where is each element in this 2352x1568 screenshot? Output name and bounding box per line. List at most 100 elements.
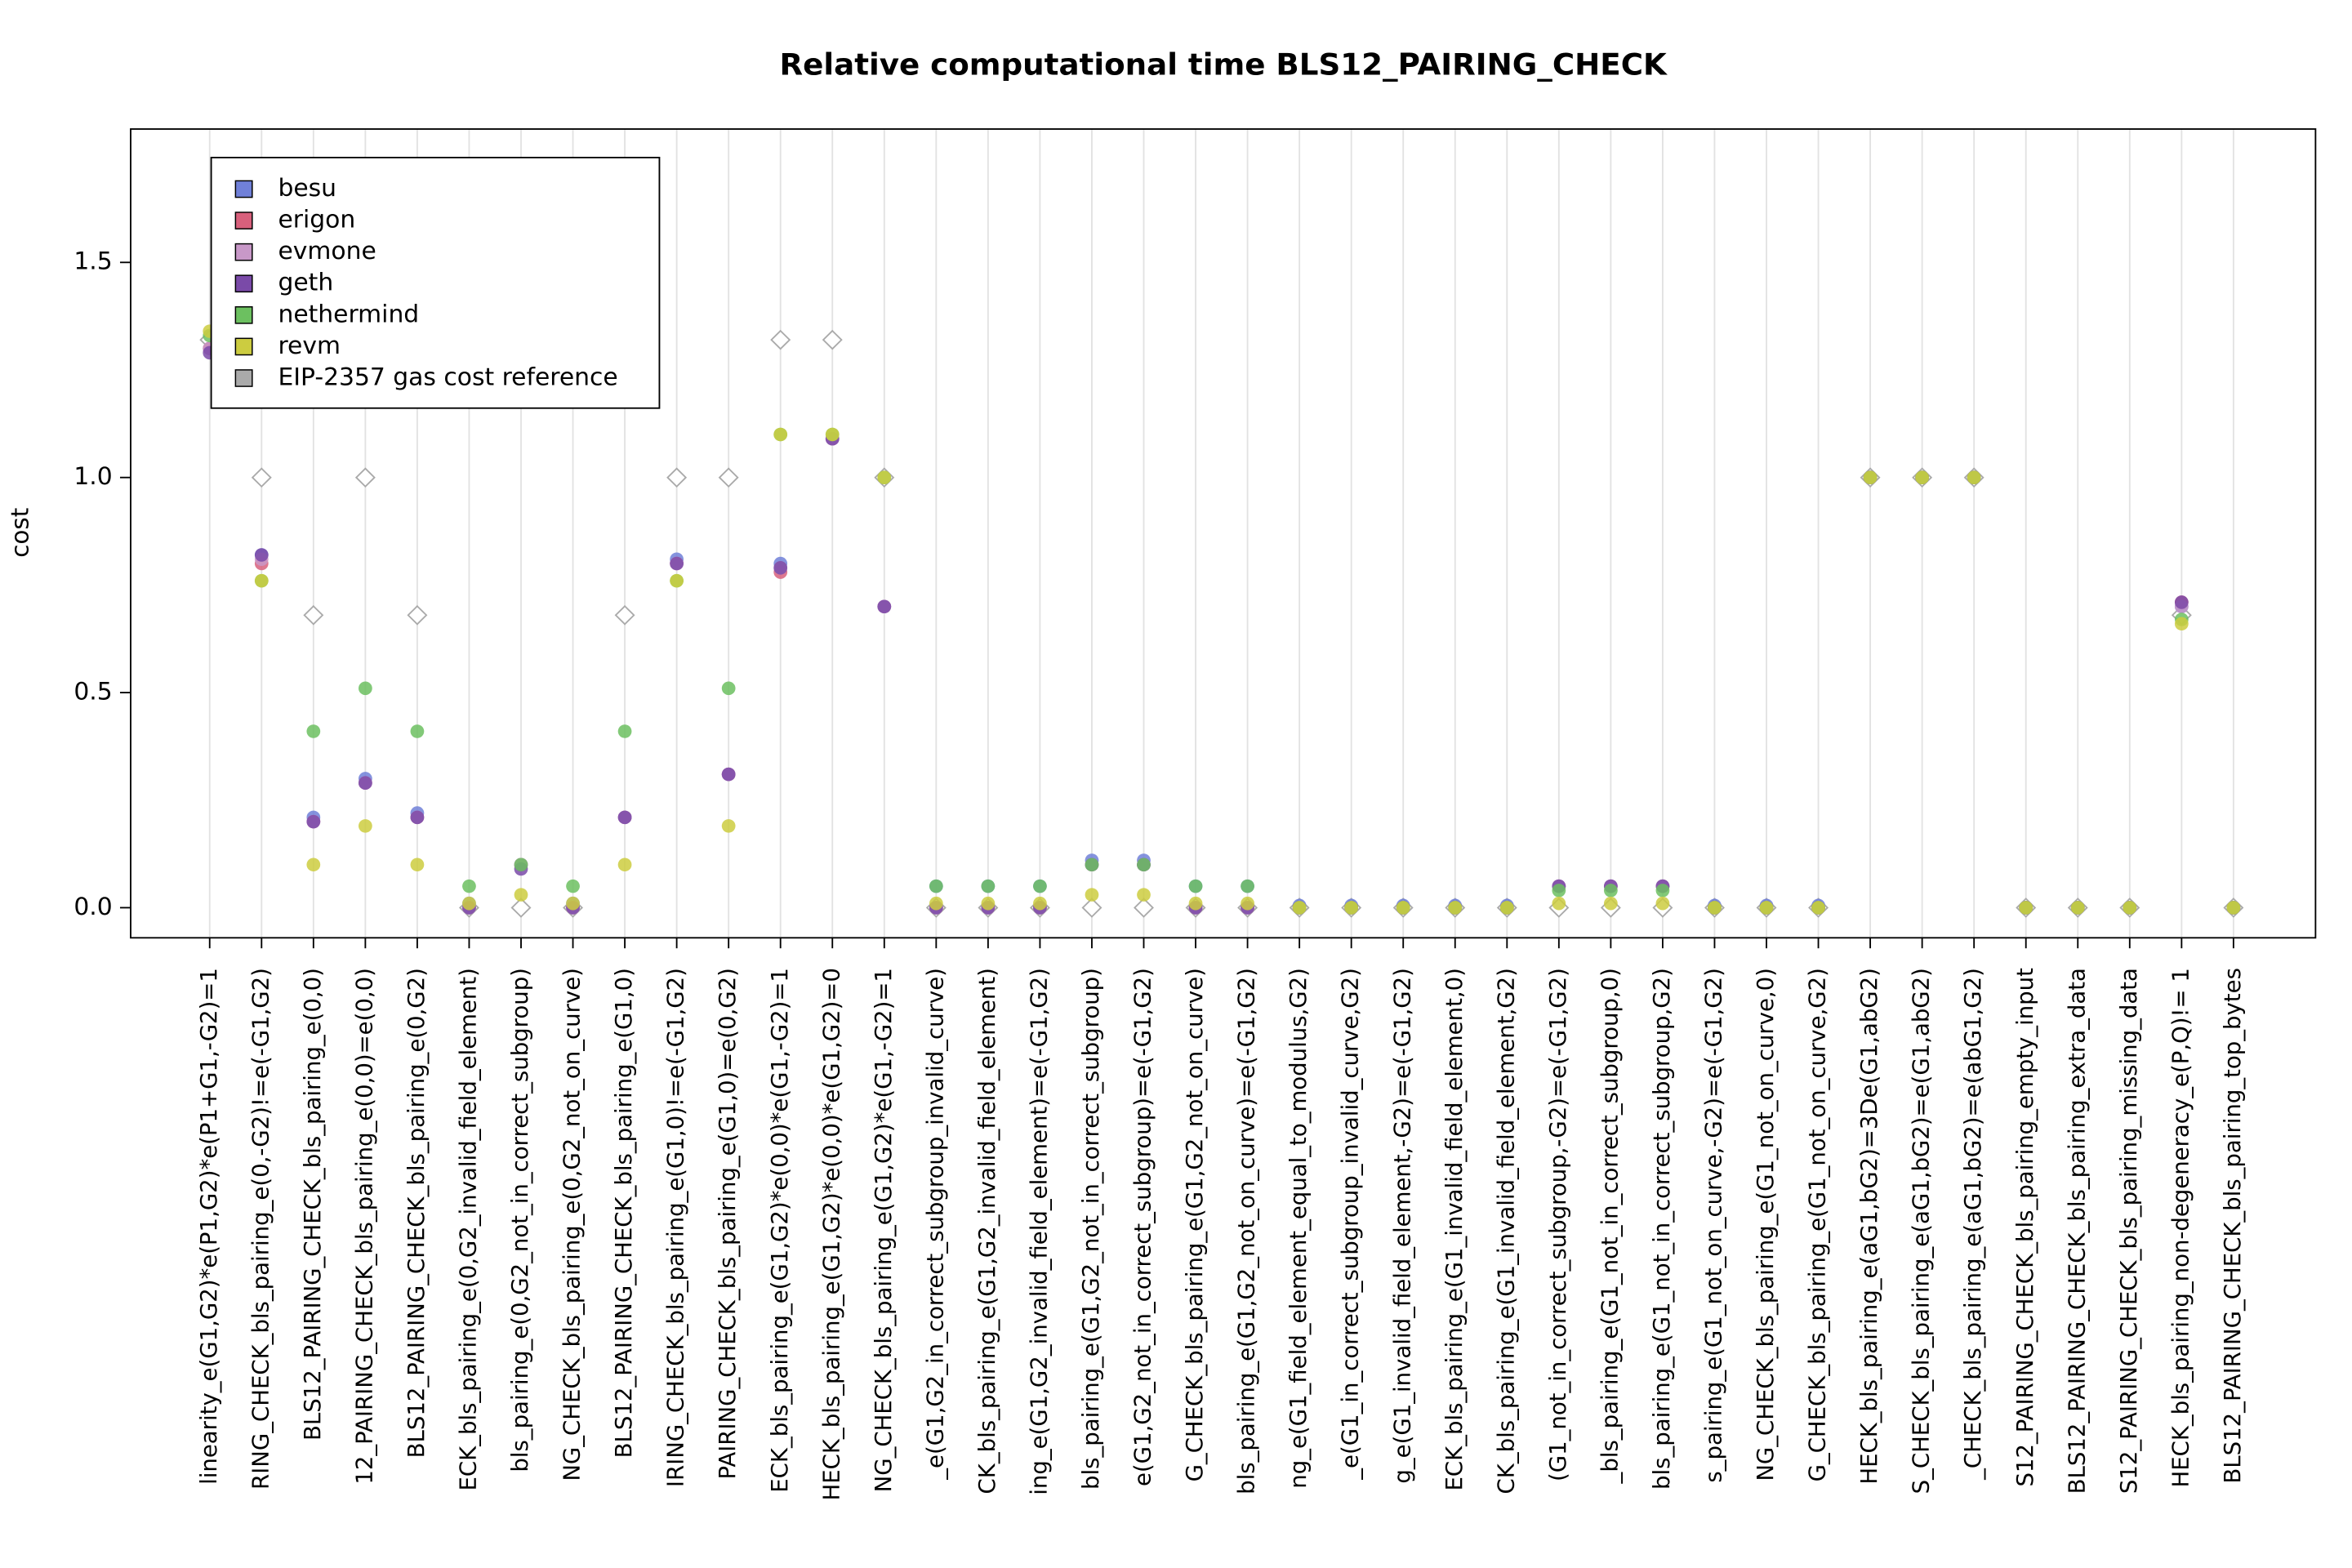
data-point [1344, 901, 1359, 915]
data-point [1604, 884, 1618, 898]
data-point [514, 888, 528, 902]
x-tick-label: _e(G1,G2_in_correct_subgroup_invalid_cur… [921, 968, 948, 1481]
data-point [1033, 896, 1047, 911]
x-tick-label: bls_pairing_e(G1,G2_not_on_curve)=e(-G1,… [1232, 968, 1259, 1494]
data-point [2070, 901, 2085, 915]
data-point [1448, 901, 1463, 915]
data-point [2123, 901, 2137, 915]
x-tick-label: NG_CHECK_bls_pairing_e(0,G2_not_on_curve… [558, 968, 585, 1481]
data-point [306, 814, 321, 829]
legend: besu erigon evmone geth nethermind revm EIP-23… [210, 157, 661, 409]
chart-title: Relative computational time BLS12_PAIRIN… [780, 47, 1668, 82]
reference-marker [303, 604, 324, 626]
data-point [1655, 884, 1670, 898]
data-point [514, 858, 528, 872]
data-point [566, 879, 580, 893]
data-point [617, 724, 632, 738]
data-point [1604, 896, 1618, 911]
x-tick-label: ECK_bls_pairing_e(G1_invalid_field_eleme… [1441, 968, 1468, 1490]
data-point [670, 556, 684, 571]
data-point [1915, 470, 1930, 484]
legend-label: nethermind [278, 300, 419, 327]
reference-marker [718, 467, 739, 488]
x-tick-label: S_CHECK_bls_pairing_e(aG1,bG2)=e(G1,abG2… [1908, 968, 1935, 1494]
reference-marker [770, 329, 791, 350]
x-tick-label: BLS12_PAIRING_CHECK_bls_pairing_extra_da… [2063, 968, 2090, 1494]
data-point [358, 681, 372, 696]
x-tick-label: RING_CHECK_bls_pairing_e(0,-G2)!=e(-G1,G… [247, 968, 274, 1490]
x-tick-label: e(G1,G2_not_in_correct_subgroup)=e(-G1,G… [1129, 968, 1156, 1486]
x-tick-label: G_CHECK_bls_pairing_e(G1_not_on_curve,G2… [1803, 968, 1830, 1481]
legend-swatch [234, 212, 253, 229]
legend-box [210, 157, 661, 409]
x-tick-label: BLS12_PAIRING_CHECK_bls_pairing_e(0,G2) [403, 968, 430, 1458]
data-point [877, 470, 892, 484]
x-tick-label: linearity_e(G1,G2)*e(P1,G2)*e(P1+G1,-G2)… [195, 968, 222, 1485]
data-point [254, 573, 269, 588]
x-tick-label: CK_bls_pairing_e(G1,G2_invalid_field_ele… [973, 968, 1000, 1494]
data-point [1552, 884, 1566, 898]
data-point [1967, 470, 1981, 484]
x-tick-label: G_CHECK_bls_pairing_e(G1,G2_not_on_curve… [1181, 968, 1208, 1481]
data-point [721, 767, 736, 782]
data-point [825, 427, 840, 442]
legend-swatch [234, 180, 253, 198]
data-point [929, 879, 943, 893]
data-point [306, 858, 321, 872]
legend-label: evmone [278, 237, 376, 265]
data-point [410, 858, 425, 872]
data-point [2019, 901, 2034, 915]
data-point [1499, 901, 1514, 915]
legend-label: erigon [278, 206, 355, 234]
data-point [306, 724, 321, 738]
data-point [981, 879, 996, 893]
data-point [254, 548, 269, 562]
x-tick-label: PAIRING_CHECK_bls_pairing_e(G1,0)=e(0,G2… [714, 968, 741, 1479]
data-point [877, 599, 892, 613]
x-tick-label: BLS12_PAIRING_CHECK_bls_pairing_top_byte… [2219, 968, 2246, 1484]
x-tick-label: IRING_CHECK_bls_pairing_e(G1,0)!=e(-G1,G… [662, 968, 689, 1487]
x-tick-label: bls_pairing_e(G1,G2_not_in_correct_subgr… [1077, 968, 1104, 1490]
x-tick-label: _CHECK_bls_pairing_e(aG1,bG2)=e(abG1,G2) [1959, 968, 1986, 1481]
data-point [1396, 901, 1410, 915]
data-point [981, 896, 996, 911]
legend-label: geth [278, 269, 333, 296]
data-point [1241, 879, 1254, 893]
reference-marker [666, 467, 688, 488]
legend-swatch [234, 369, 253, 387]
data-point [2226, 901, 2241, 915]
data-point [670, 573, 684, 588]
data-point [358, 819, 372, 833]
data-point [410, 810, 425, 825]
x-tick-label: HECK_bls_pairing_non-degeneracy_e(P,Q)!=… [2167, 968, 2194, 1487]
data-point [1241, 896, 1254, 911]
legend-swatch [234, 274, 253, 293]
y-tick-label: 0.5 [74, 678, 112, 706]
y-axis-label: cost [6, 508, 33, 558]
data-point [1863, 470, 1878, 484]
data-point [2174, 617, 2189, 631]
reference-marker [1134, 898, 1154, 918]
data-point [617, 810, 632, 825]
data-point [1085, 888, 1099, 902]
x-tick-label: ing_e(G1,G2_invalid_field_element)=e(-G1… [1025, 968, 1052, 1495]
y-tick-label: 1.0 [74, 462, 112, 490]
reference-marker [1081, 898, 1102, 918]
data-point [462, 879, 476, 893]
y-tick-label: 0.0 [74, 893, 112, 920]
legend-label: besu [278, 174, 336, 202]
x-tick-label: ng_e(G1_field_element_equal_to_modulus,G… [1285, 968, 1312, 1489]
reference-marker [822, 329, 843, 350]
legend-swatch [234, 243, 253, 261]
x-tick-label: g_e(G1_invalid_field_element,-G2)=e(-G1,… [1388, 968, 1415, 1484]
reference-marker [251, 467, 272, 488]
plot-frame [130, 128, 2317, 939]
reference-marker [354, 467, 376, 488]
data-point [929, 896, 943, 911]
data-point [462, 896, 476, 911]
x-tick-label: BLS12_PAIRING_CHECK_bls_pairing_e(G1,0) [610, 968, 637, 1458]
x-tick-label: CK_bls_pairing_e(G1_invalid_field_elemen… [1492, 968, 1519, 1494]
data-point [1292, 901, 1307, 915]
data-point [617, 858, 632, 872]
